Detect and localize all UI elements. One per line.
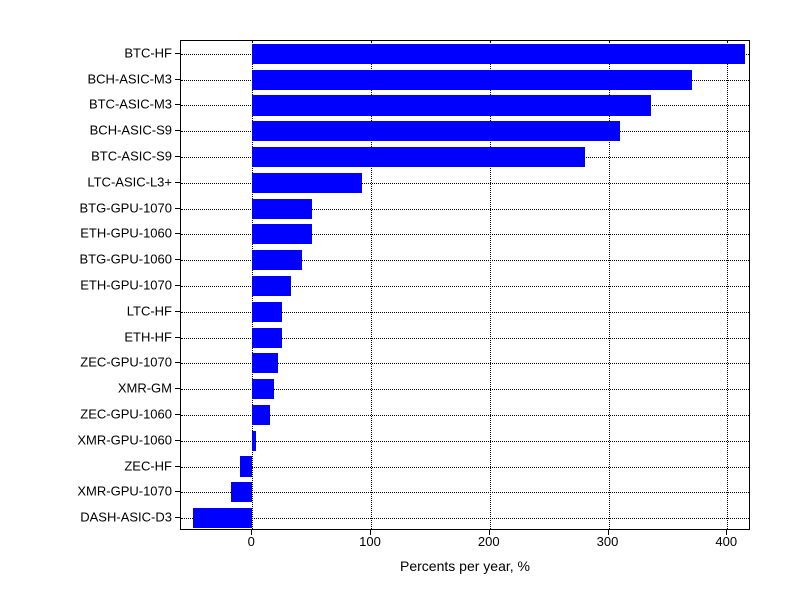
bar <box>252 95 651 115</box>
y-tick-label: BTC-HF <box>124 45 172 60</box>
bar <box>252 379 273 399</box>
y-tick-label: ETH-HF <box>124 329 172 344</box>
y-tick <box>175 208 180 209</box>
y-tick <box>175 285 180 286</box>
x-tick <box>251 530 252 535</box>
bar <box>252 147 585 167</box>
bar <box>252 431 256 451</box>
y-tick-label: ZEC-GPU-1060 <box>80 406 172 421</box>
x-tick-label: 100 <box>359 534 381 549</box>
y-tick-label: XMR-GPU-1060 <box>77 432 172 447</box>
bar <box>252 44 745 64</box>
plot-area <box>180 40 750 530</box>
y-tick-label: ZEC-GPU-1070 <box>80 355 172 370</box>
y-tick-label: DASH-ASIC-D3 <box>80 510 172 525</box>
y-tick <box>175 104 180 105</box>
y-tick <box>175 337 180 338</box>
y-tick-label: XMR-GM <box>118 381 172 396</box>
y-tick-label: ZEC-HF <box>124 458 172 473</box>
x-axis-title: Percents per year, % <box>400 558 530 574</box>
bar <box>252 250 302 270</box>
y-tick-label: XMR-GPU-1070 <box>77 484 172 499</box>
y-tick <box>175 311 180 312</box>
y-tick <box>175 440 180 441</box>
bar <box>240 456 252 476</box>
y-tick <box>175 79 180 80</box>
x-tick-label: 200 <box>478 534 500 549</box>
bar <box>252 353 278 373</box>
y-tick-label: LTC-HF <box>127 303 172 318</box>
bar <box>252 173 361 193</box>
y-tick <box>175 491 180 492</box>
y-tick <box>175 517 180 518</box>
y-tick <box>175 130 180 131</box>
gridline-horizontal <box>181 492 749 493</box>
y-tick-label: BCH-ASIC-M3 <box>87 71 172 86</box>
y-tick <box>175 388 180 389</box>
chart-container: BTC-HF BCH-ASIC-M3 BTC-ASIC-M3 BCH-ASIC-S9 B… <box>0 0 800 600</box>
bar <box>231 482 252 502</box>
y-tick <box>175 156 180 157</box>
y-tick <box>175 182 180 183</box>
y-axis-labels: BTC-HF BCH-ASIC-M3 BTC-ASIC-M3 BCH-ASIC-S9 B… <box>0 40 180 530</box>
y-tick-label: BTG-GPU-1060 <box>80 252 172 267</box>
bar <box>252 276 291 296</box>
gridline-horizontal <box>181 518 749 519</box>
bar <box>252 405 270 425</box>
bar <box>252 121 620 141</box>
gridline-horizontal <box>181 467 749 468</box>
x-axis-labels: 0 100 200 300 400 <box>180 530 750 560</box>
y-tick-label: ETH-GPU-1060 <box>80 226 172 241</box>
y-tick <box>175 362 180 363</box>
x-tick-label: 0 <box>248 534 255 549</box>
x-tick <box>370 530 371 535</box>
y-tick <box>175 53 180 54</box>
y-tick-label: BTC-ASIC-S9 <box>91 149 172 164</box>
x-tick <box>608 530 609 535</box>
bar <box>252 302 282 322</box>
y-tick <box>175 259 180 260</box>
bar <box>252 199 311 219</box>
y-tick <box>175 233 180 234</box>
bar <box>193 508 252 528</box>
gridline-vertical <box>727 41 728 529</box>
y-tick-label: LTC-ASIC-L3+ <box>87 174 172 189</box>
y-tick <box>175 466 180 467</box>
bar <box>252 70 691 90</box>
y-tick <box>175 414 180 415</box>
x-tick-label: 300 <box>597 534 619 549</box>
bar <box>252 328 282 348</box>
bar <box>252 224 311 244</box>
x-tick-label: 400 <box>715 534 737 549</box>
gridline-horizontal <box>181 441 749 442</box>
x-tick <box>726 530 727 535</box>
y-tick-label: ETH-GPU-1070 <box>80 278 172 293</box>
y-tick-label: BCH-ASIC-S9 <box>90 123 172 138</box>
x-tick <box>489 530 490 535</box>
y-tick-label: BTC-ASIC-M3 <box>89 97 172 112</box>
y-tick-label: BTG-GPU-1070 <box>80 200 172 215</box>
